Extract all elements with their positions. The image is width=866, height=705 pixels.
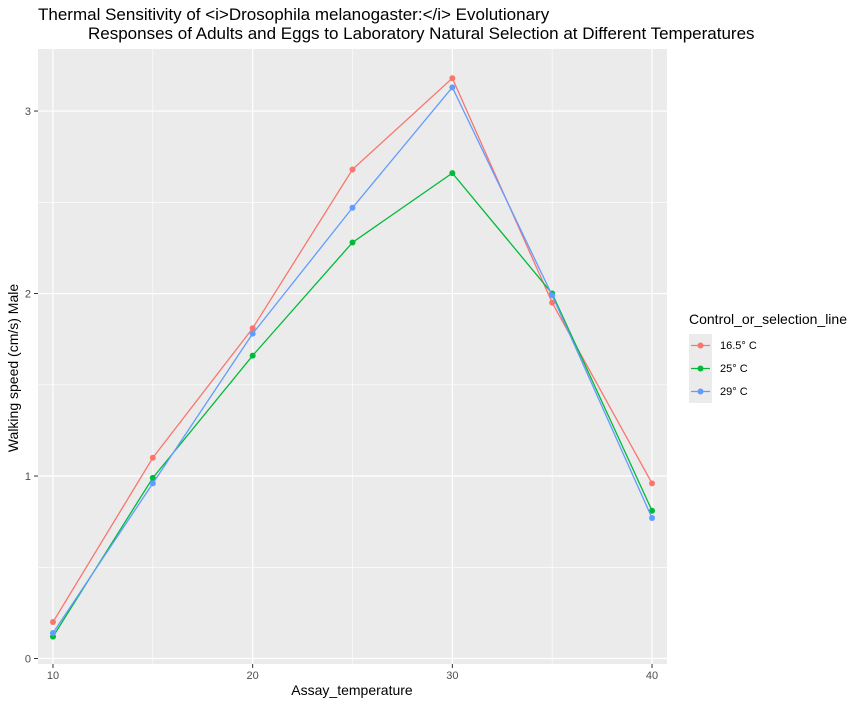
data-point-25-c [349, 239, 356, 246]
chart-title-line2: Responses of Adults and Eggs to Laborato… [88, 24, 755, 43]
y-tick-label: 2 [25, 289, 31, 301]
y-tick-label: 1 [25, 471, 31, 483]
data-point-25-c [449, 170, 456, 177]
data-point-16-5-c [549, 299, 556, 306]
data-point-16-5-c [149, 454, 156, 461]
data-point-25-c [249, 352, 256, 359]
data-point-29-c [649, 515, 656, 522]
minor-gridlines [38, 49, 667, 664]
x-tick-label: 40 [646, 670, 658, 682]
y-tick-label: 0 [25, 654, 31, 666]
data-point-16-5-c [349, 166, 356, 173]
legend-key-point [697, 342, 704, 349]
x-tick-label: 20 [247, 670, 259, 682]
legend-key-point [697, 388, 704, 395]
x-axis: 10 20 30 40 [47, 664, 658, 682]
data-point-16-5-c [449, 75, 456, 82]
y-axis-title: Walking speed (cm/s) Male [5, 284, 21, 453]
data-point-29-c [249, 330, 256, 337]
legend-label-25-c: 25° C [720, 363, 748, 375]
data-point-29-c [449, 84, 456, 91]
series-layer [49, 75, 656, 640]
data-point-29-c [549, 292, 556, 299]
legend-key-point [697, 365, 704, 372]
data-point-29-c [149, 480, 156, 487]
legend-label-16-5-c: 16.5° C [720, 340, 757, 352]
data-point-25-c [149, 474, 156, 481]
x-axis-title: Assay_temperature [291, 682, 413, 698]
y-axis: 0 1 2 3 [25, 106, 38, 666]
legend-label-29-c: 29° C [720, 386, 748, 398]
y-tick-label: 3 [25, 106, 31, 118]
data-point-25-c [649, 507, 656, 514]
legend-title: Control_or_selection_line [689, 311, 847, 327]
data-point-29-c [349, 204, 356, 211]
legend: Control_or_selection_line 16.5° C 25° C 29… [689, 311, 847, 403]
x-tick-label: 30 [446, 670, 458, 682]
data-point-29-c [49, 629, 56, 636]
major-gridlines [38, 49, 667, 664]
data-point-16-5-c [649, 480, 656, 487]
data-point-16-5-c [49, 619, 56, 626]
x-tick-label: 10 [47, 670, 59, 682]
data-point-16-5-c [249, 325, 256, 332]
chart-title-line1: Thermal Sensitivity of <i>Drosophila mel… [38, 5, 550, 24]
